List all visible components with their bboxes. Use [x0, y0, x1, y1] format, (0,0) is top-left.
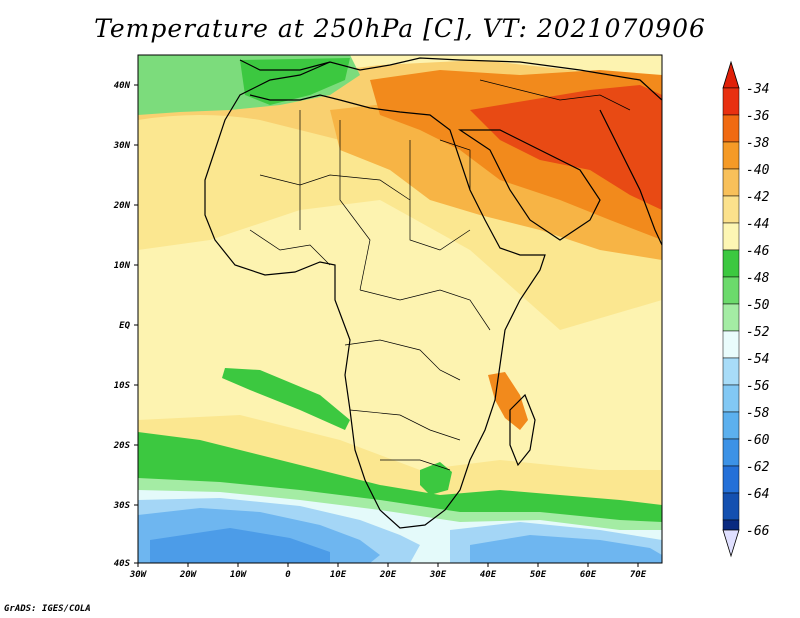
country-borders	[249, 79, 631, 471]
field-southafrica-green	[420, 462, 452, 495]
lon-label-20w: 20W	[179, 570, 198, 580]
colorbar-swatch-2	[722, 141, 740, 170]
lat-label-40n: 40N	[114, 81, 131, 91]
colorbar-swatch-10	[722, 357, 740, 386]
lon-label-10w: 10W	[230, 570, 248, 580]
colorbar-swatch-1	[722, 114, 740, 143]
field-midblue	[150, 528, 330, 563]
lat-label-30s: 30S	[113, 501, 131, 511]
colorbar-swatch-9	[722, 330, 740, 359]
field-east-africa-warm	[488, 372, 528, 430]
colorbar-swatch-12	[722, 411, 740, 440]
lon-label-30w: 30W	[129, 570, 148, 580]
colorbar-label-5: -44	[746, 217, 769, 232]
lon-label-70e: 70E	[630, 570, 647, 580]
colorbar-label-11: -56	[746, 379, 770, 394]
colorbar-swatch-4	[722, 195, 740, 224]
colorbar-label-15: -64	[746, 487, 769, 502]
colorbar-label-9: -52	[746, 325, 770, 340]
lon-label-40e: 40E	[480, 570, 497, 580]
field-blue-east	[470, 535, 662, 563]
lat-label-20n: 20N	[113, 201, 131, 211]
colorbar-label-8: -50	[746, 298, 770, 313]
colorbar-bottom-arrow	[722, 529, 740, 558]
colorbar-swatch-0	[722, 87, 740, 116]
field-hottest	[470, 85, 662, 210]
colorbar-label-3: -40	[746, 163, 770, 178]
colorbar-label-6: -46	[746, 244, 770, 259]
colorbar-swatch-3	[722, 168, 740, 197]
field-atlantic-green-streak	[222, 368, 350, 430]
colorbar-label-4: -42	[746, 190, 770, 205]
colorbar-swatch-5	[722, 222, 740, 251]
grads-credit: GrADS: IGES/COLA	[4, 604, 91, 614]
colorbar-label-7: -48	[746, 271, 770, 286]
lat-label-10n: 10N	[114, 261, 131, 271]
colorbar-label-1: -36	[746, 109, 770, 124]
colorbar-swatch-13	[722, 438, 740, 467]
arabia-outline	[458, 129, 601, 241]
map-frame	[137, 54, 663, 564]
colorbar-swatch-16	[722, 519, 740, 531]
colorbar-swatch-14	[722, 465, 740, 494]
lon-ticks: 30W 20W 10W 0 10E 20E 30E 40E 50E 60E 70…	[129, 563, 647, 580]
map-field	[138, 55, 662, 563]
lon-label-10e: 10E	[330, 570, 347, 580]
colorbar-swatch-15	[722, 492, 740, 521]
colorbar-label-10: -54	[746, 352, 769, 367]
lat-label-30n: 30N	[113, 141, 131, 151]
lat-label-10s: 10S	[114, 381, 131, 391]
lat-label-20s: 20S	[113, 441, 131, 451]
colorbar-label-14: -62	[746, 460, 770, 475]
lon-label-50e: 50E	[530, 570, 547, 580]
lon-label-60e: 60E	[580, 570, 597, 580]
colorbar: -34 -36 -38 -40 -42 -44 -46 -48 -50 -52 …	[722, 60, 770, 558]
lat-label-40s: 40S	[114, 559, 131, 569]
lat-label-eq: EQ	[119, 321, 130, 331]
colorbar-label-13: -60	[746, 433, 770, 448]
africa-coastline	[204, 61, 546, 529]
india-coast	[599, 109, 662, 246]
coastlines	[204, 57, 662, 529]
map-title: Temperature at 250hPa [C], VT: 202107090…	[94, 14, 706, 43]
colorbar-swatch-6	[722, 249, 740, 278]
colorbar-top-arrow	[722, 60, 740, 89]
colorbar-swatch-11	[722, 384, 740, 413]
northern-coast	[239, 57, 662, 101]
lon-label-20e: 20E	[379, 570, 397, 580]
colorbar-swatch-8	[722, 303, 740, 332]
colorbar-label-16: -66	[746, 524, 770, 539]
colorbar-label-2: -38	[746, 136, 770, 151]
madagascar-outline	[509, 393, 536, 467]
lon-label-30e: 30E	[429, 570, 447, 580]
lat-ticks: 40N 30N 20N 10N EQ 10S 20S 30S 40S	[113, 81, 138, 569]
lon-label-0: 0	[285, 570, 291, 580]
colorbar-label-12: -58	[746, 406, 770, 421]
colorbar-swatch-7	[722, 276, 740, 305]
colorbar-label-0: -34	[746, 82, 769, 97]
